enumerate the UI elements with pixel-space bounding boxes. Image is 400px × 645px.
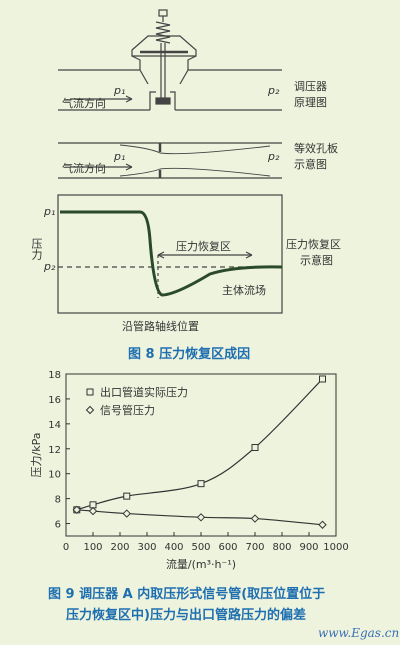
legend-marker-square — [86, 388, 94, 396]
watermark: www.Egas.cn — [318, 626, 400, 640]
p2-label: p₂ — [268, 84, 280, 97]
fig8-caption: 图 8 压力恢复区成因 — [128, 347, 251, 362]
y-tick-label: 8 — [55, 495, 61, 506]
p2-axis-label: p₂ — [44, 260, 56, 273]
p1-label: p₁ — [114, 84, 126, 97]
legend-marker-diamond — [85, 405, 95, 415]
y-tick-label: 10 — [48, 470, 61, 481]
recovery-zone-label: 压力恢复区 — [176, 240, 231, 253]
data-point-square — [197, 480, 205, 488]
main-flow-label: 主体流场 — [222, 284, 266, 297]
regulator-principle-diagram — [58, 9, 282, 111]
x-axis-label: 流量/(m³·h⁻¹) — [166, 557, 236, 570]
x-tick-label: 400 — [164, 542, 183, 553]
fig9-caption-line-2: 压力恢复区中)压力与出口管路压力的偏差 — [66, 608, 306, 623]
data-point-square — [251, 444, 259, 452]
data-point-diamond — [196, 513, 206, 522]
flow-direction-label: 气流方向 — [62, 97, 106, 110]
fig9-caption-line-1: 图 9 调压器 A 内取压形式信号管(取压位置位于 — [48, 587, 326, 602]
x-tick-label: 300 — [137, 542, 156, 553]
data-point-diamond — [88, 506, 98, 516]
data-point-square — [319, 375, 326, 383]
x-tick-label: 100 — [83, 542, 102, 553]
p1-axis-label: p₁ — [44, 205, 56, 218]
p1-label: p₁ — [114, 150, 126, 163]
fig9-chart: 0 100 200 300 400 500 600 700 800 900 1000 6 8 10 12 14… — [30, 370, 349, 570]
fig8-diagrams — [57, 9, 283, 314]
data-point-diamond — [250, 514, 260, 523]
recovery-zone-title-2: 示意图 — [300, 254, 333, 267]
axis-position-label: 沿管路轴线位置 — [122, 320, 199, 333]
equivalent-orifice-title-2: 示意图 — [294, 158, 327, 171]
x-tick-label: 800 — [272, 542, 291, 553]
data-point-diamond — [122, 509, 131, 518]
regulator-principle-title-2: 原理图 — [294, 96, 327, 109]
x-tick-label: 500 — [191, 542, 210, 553]
data-point-diamond — [318, 520, 327, 529]
y-tick-label: 16 — [48, 395, 61, 406]
data-point-diamond — [72, 505, 82, 515]
x-tick-label: 0 — [63, 542, 69, 553]
y-tick-label: 18 — [48, 370, 61, 381]
x-tick-label: 600 — [218, 542, 237, 553]
data-point-square — [123, 492, 131, 500]
legend-label: 信号管压力 — [100, 403, 155, 417]
recovery-zone-title: 压力恢复区 — [286, 238, 341, 251]
flow-direction-label: 气流方向 — [62, 162, 106, 175]
y-tick-label: 12 — [48, 445, 61, 456]
pressure-recovery-plot — [57, 194, 283, 314]
legend-label: 出口管道实际压力 — [100, 385, 188, 399]
x-tick-label: 1000 — [323, 542, 348, 553]
y-tick-label: 6 — [55, 520, 61, 531]
x-tick-label: 900 — [299, 542, 318, 553]
x-tick-label: 700 — [245, 542, 264, 553]
y-axis-label: 压力/kPa — [30, 433, 43, 478]
equivalent-orifice-diagram — [58, 142, 282, 179]
p2-label: p₂ — [268, 150, 280, 163]
x-tick-label: 200 — [110, 542, 129, 553]
pressure-axis-label: 压力 — [30, 238, 43, 260]
y-tick-label: 14 — [48, 420, 61, 431]
regulator-principle-title: 调压器 — [294, 80, 327, 93]
equivalent-orifice-title: 等效孔板 — [294, 142, 338, 155]
